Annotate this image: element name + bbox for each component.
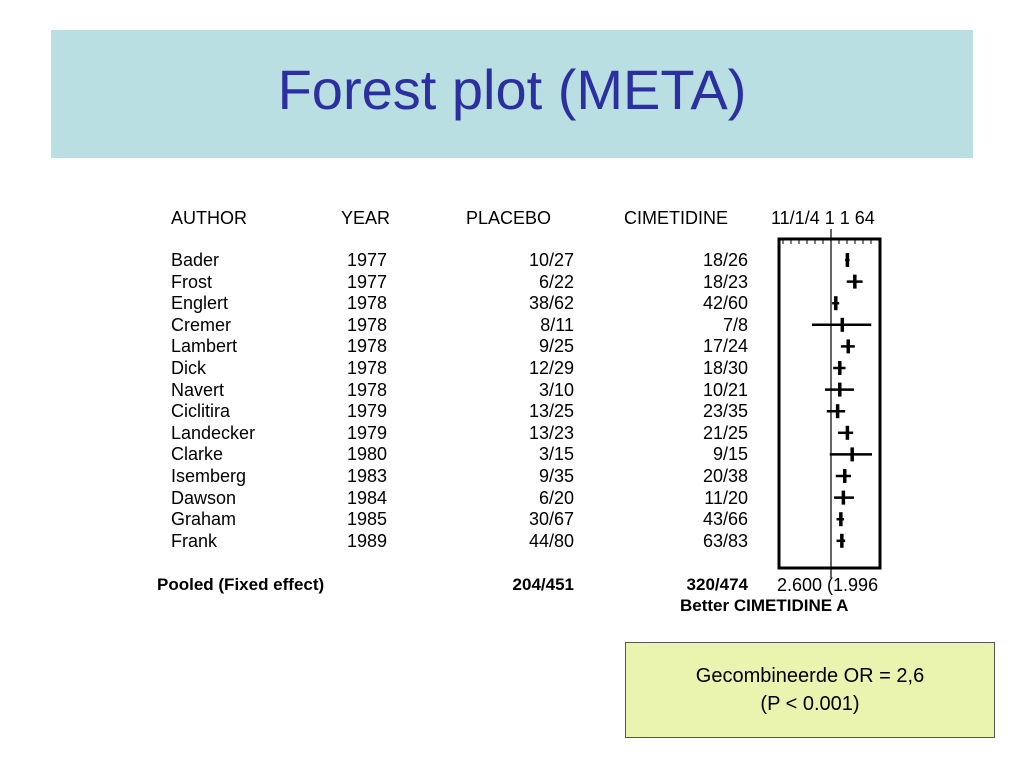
row-year: 1977 xyxy=(347,250,388,270)
row-cimetidine: 11/20 xyxy=(704,488,748,508)
pooled-estimate: 2.600 (1.996 xyxy=(777,575,879,595)
row-year: 1979 xyxy=(347,423,388,443)
row-year: 1989 xyxy=(347,531,388,551)
row-author: Englert xyxy=(171,293,229,313)
slide-title: Forest plot (META) xyxy=(277,58,747,121)
title-band: Forest plot (META) xyxy=(51,30,973,158)
row-placebo: 10/27 xyxy=(528,250,574,270)
plot-frame xyxy=(777,237,882,570)
row-author: Isemberg xyxy=(171,466,247,486)
row-cimetidine: 18/30 xyxy=(702,358,748,378)
row-cimetidine: 10/21 xyxy=(702,380,748,400)
pooled-cimetidine: 320/474 xyxy=(686,575,748,594)
row-author: Dick xyxy=(171,358,206,378)
row-author: Clarke xyxy=(171,444,224,464)
row-year: 1985 xyxy=(347,509,388,529)
row-cimetidine: 9/15 xyxy=(712,444,748,464)
row-author: Landecker xyxy=(171,423,256,443)
row-placebo: 3/15 xyxy=(538,444,574,464)
pooled-placebo: 204/451 xyxy=(512,575,574,594)
row-placebo: 12/29 xyxy=(528,358,574,378)
row-placebo: 6/22 xyxy=(538,272,574,292)
row-author: Bader xyxy=(171,250,220,270)
row-author: Graham xyxy=(171,509,237,529)
header-placebo: PLACEBO xyxy=(466,208,552,228)
row-cimetidine: 63/83 xyxy=(702,531,748,551)
row-author: Navert xyxy=(171,380,225,400)
row-placebo: 38/62 xyxy=(528,293,574,313)
row-placebo: 30/67 xyxy=(528,509,574,529)
row-placebo: 44/80 xyxy=(528,531,574,551)
row-placebo: 6/20 xyxy=(538,488,574,508)
summary-note-box: Gecombineerde OR = 2,6 (P < 0.001) xyxy=(625,642,995,738)
footer-label: Better CIMETIDINE A xyxy=(680,596,849,615)
row-year: 1978 xyxy=(347,336,388,356)
row-placebo: 13/25 xyxy=(528,401,574,421)
summary-or-text: Gecombineerde OR = 2,6 xyxy=(695,665,925,687)
row-year: 1978 xyxy=(347,315,388,335)
row-author: Frank xyxy=(171,531,218,551)
row-cimetidine: 43/66 xyxy=(702,509,748,529)
row-year: 1978 xyxy=(347,358,388,378)
row-cimetidine: 18/26 xyxy=(702,250,748,270)
pooled-label: Pooled (Fixed effect) xyxy=(157,575,325,594)
row-placebo: 8/11 xyxy=(540,315,574,335)
row-author: Cremer xyxy=(171,315,232,335)
row-year: 1983 xyxy=(347,466,388,486)
row-cimetidine: 17/24 xyxy=(702,336,748,356)
row-cimetidine: 23/35 xyxy=(702,401,748,421)
axis-header: 11/1/4 1 1 64 xyxy=(771,208,875,228)
summary-p-text: (P < 0.001) xyxy=(760,693,860,715)
row-author: Frost xyxy=(171,272,213,292)
row-author: Dawson xyxy=(171,488,237,508)
row-cimetidine: 7/8 xyxy=(722,315,748,335)
row-year: 1984 xyxy=(347,488,388,508)
header-year: YEAR xyxy=(341,208,391,228)
row-year: 1979 xyxy=(347,401,388,421)
row-year: 1977 xyxy=(347,272,388,292)
row-placebo: 13/23 xyxy=(528,423,574,443)
header-author: AUTHOR xyxy=(171,208,247,228)
row-placebo: 9/35 xyxy=(538,466,574,486)
row-author: Lambert xyxy=(171,336,238,356)
row-cimetidine: 42/60 xyxy=(702,293,748,313)
row-placebo: 9/25 xyxy=(538,336,574,356)
row-placebo: 3/10 xyxy=(538,380,574,400)
row-year: 1978 xyxy=(347,380,388,400)
header-cimetidine: CIMETIDINE xyxy=(624,208,729,228)
row-year: 1980 xyxy=(347,444,388,464)
row-author: Ciclitira xyxy=(171,401,231,421)
row-cimetidine: 20/38 xyxy=(702,466,748,486)
row-cimetidine: 21/25 xyxy=(702,423,748,443)
row-cimetidine: 18/23 xyxy=(702,272,748,292)
row-year: 1978 xyxy=(347,293,388,313)
